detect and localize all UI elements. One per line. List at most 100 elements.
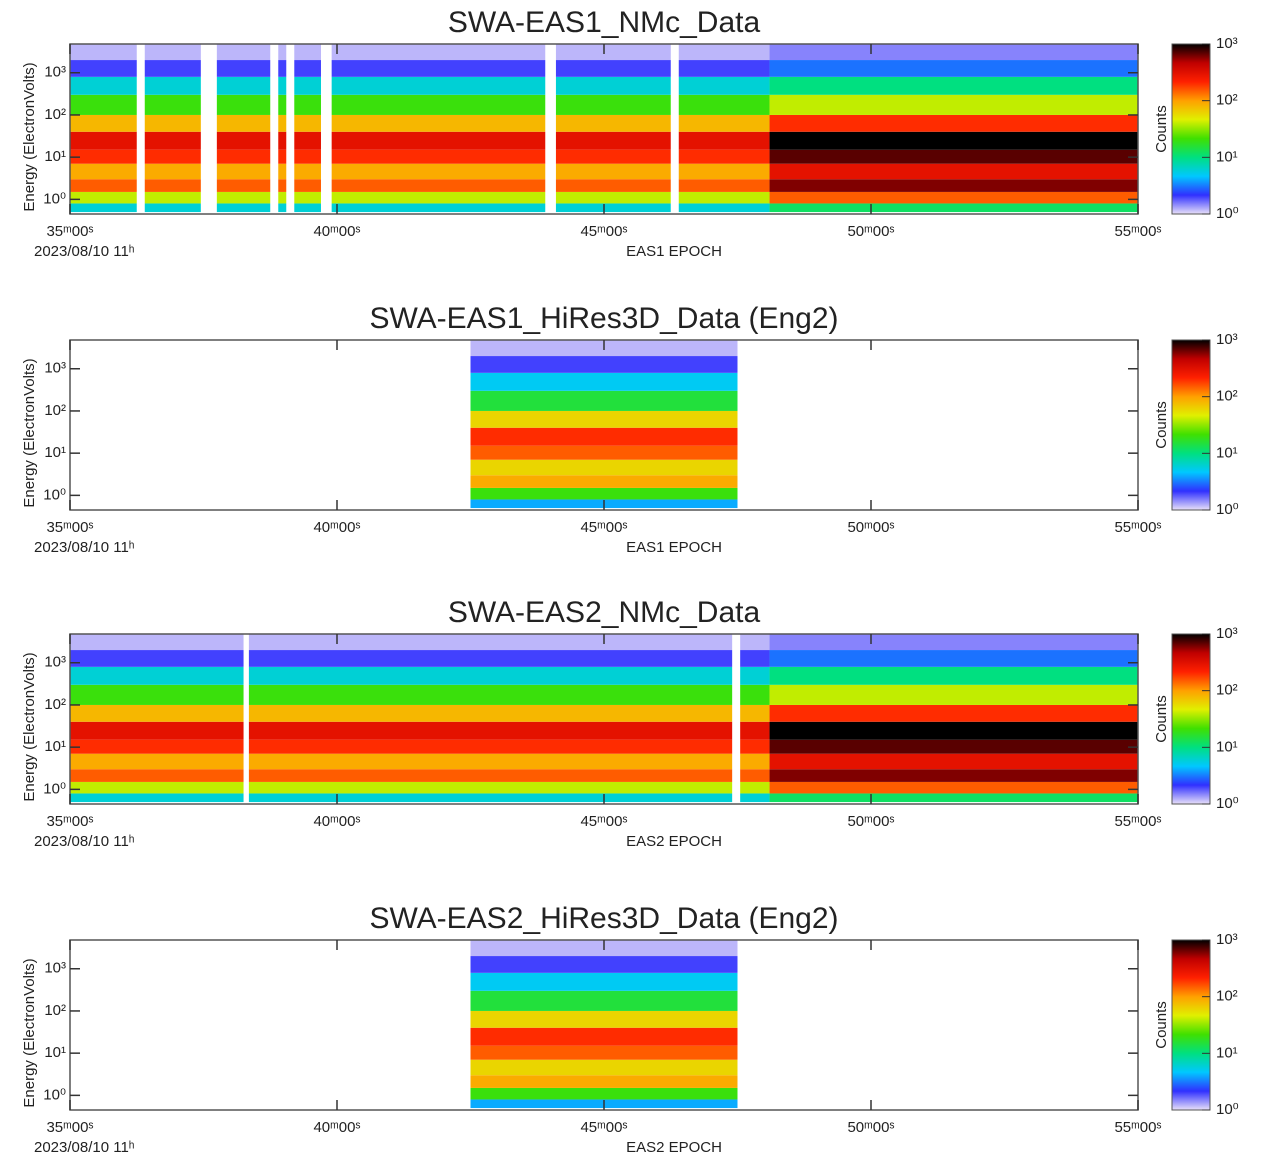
- heat-cell: [769, 721, 1138, 740]
- colorbar-tick-label: 10⁰: [1216, 795, 1239, 812]
- heat-cell: [70, 753, 244, 770]
- y-tick-label: 10¹: [44, 738, 66, 755]
- colorbar-tick-label: 10⁰: [1216, 1101, 1239, 1118]
- heat-cell: [740, 650, 770, 667]
- heat-cell: [470, 356, 738, 373]
- heat-cell: [678, 114, 770, 132]
- heat-cell: [678, 163, 770, 180]
- heat-cell: [70, 650, 244, 667]
- heat-cell: [331, 114, 546, 132]
- heat-cell: [248, 650, 733, 667]
- heat-cell: [740, 793, 770, 803]
- colorbar: [1171, 339, 1211, 511]
- heat-cell: [70, 781, 244, 794]
- colorbar-tick-label: 10²: [1216, 92, 1238, 109]
- heat-cell: [470, 1075, 738, 1088]
- heat-cell: [678, 191, 770, 204]
- heat-cell: [740, 684, 770, 705]
- colorbar-tick-label: 10¹: [1216, 738, 1238, 755]
- heat-cell: [555, 44, 671, 61]
- heat-cell: [470, 1027, 738, 1046]
- x-tick-label: 35ᵐ00ˢ: [46, 813, 93, 830]
- heat-cell: [470, 427, 738, 446]
- colorbar-tick-label: 10³: [1216, 625, 1238, 642]
- heat-cell: [70, 684, 244, 705]
- y-tick-label: 10⁰: [43, 780, 66, 797]
- heat-cell: [740, 739, 770, 754]
- heat-cell: [144, 131, 201, 150]
- heat-cell: [278, 94, 287, 115]
- colorbar-tick-label: 10¹: [1216, 148, 1238, 165]
- heat-cell: [70, 634, 244, 651]
- heat-cell: [278, 149, 287, 164]
- x-tick-label: 35ᵐ00ˢ: [46, 1119, 93, 1136]
- heat-cell: [70, 179, 137, 192]
- heat-cell: [769, 793, 1138, 803]
- x-tick-label: 45ᵐ00ˢ: [580, 223, 627, 240]
- x-axis-label: EAS1 EPOCH: [626, 243, 722, 260]
- y-tick-label: 10²: [44, 696, 66, 713]
- heat-cell: [740, 666, 770, 685]
- heat-cell: [278, 179, 287, 192]
- heat-cell: [294, 131, 321, 150]
- heat-cell: [470, 1087, 738, 1100]
- heat-cell: [278, 114, 287, 132]
- x-axis-label: EAS1 EPOCH: [626, 539, 722, 556]
- heat-cell: [331, 76, 546, 95]
- heat-cell: [248, 721, 733, 740]
- y-tick-label: 10³: [44, 960, 66, 977]
- heat-cell: [248, 769, 733, 782]
- chart-title: SWA-EAS1_HiRes3D_Data (Eng2): [369, 302, 838, 335]
- y-axis-label: Energy (ElectronVolts): [21, 652, 38, 801]
- colorbar-label: Counts: [1153, 401, 1170, 449]
- colorbar-tick-label: 10¹: [1216, 1044, 1238, 1061]
- x-tick-label: 35ᵐ00ˢ: [46, 223, 93, 240]
- heat-cell: [248, 753, 733, 770]
- heat-cell: [294, 114, 321, 132]
- heat-cell: [70, 114, 137, 132]
- heat-cell: [769, 163, 1138, 180]
- y-tick-label: 10³: [44, 654, 66, 671]
- colorbar: [1171, 43, 1211, 215]
- y-tick-label: 10¹: [44, 444, 66, 461]
- heat-cell: [248, 684, 733, 705]
- y-tick-label: 10²: [44, 402, 66, 419]
- heat-cell: [555, 203, 671, 213]
- heat-cell: [70, 76, 137, 95]
- heat-cell: [278, 131, 287, 150]
- heat-cell: [678, 131, 770, 150]
- heat-cell: [769, 634, 1138, 651]
- chart-title: SWA-EAS1_NMc_Data: [448, 6, 761, 39]
- heat-cell: [294, 94, 321, 115]
- heat-cell: [278, 203, 287, 213]
- heat-cell: [278, 76, 287, 95]
- heat-cell: [248, 666, 733, 685]
- heat-cell: [144, 163, 201, 180]
- heat-cell: [331, 191, 546, 204]
- y-tick-label: 10³: [44, 64, 66, 81]
- y-tick-label: 10³: [44, 360, 66, 377]
- y-axis-label: Energy (ElectronVolts): [21, 958, 38, 1107]
- colorbar-label: Counts: [1153, 695, 1170, 743]
- heat-cell: [294, 149, 321, 164]
- heat-cell: [769, 781, 1138, 794]
- heat-cell: [470, 972, 738, 991]
- heat-cell: [470, 1010, 738, 1028]
- heat-cell: [216, 149, 271, 164]
- colorbar-tick-label: 10²: [1216, 988, 1238, 1005]
- x-tick-label: 50ᵐ00ˢ: [847, 223, 894, 240]
- heat-cell: [216, 60, 271, 77]
- heat-cell: [331, 131, 546, 150]
- heat-cell: [769, 60, 1138, 77]
- colorbar-tick-label: 10²: [1216, 388, 1238, 405]
- heat-cell: [70, 721, 244, 740]
- heat-cell: [70, 793, 244, 803]
- heat-cell: [769, 666, 1138, 685]
- heat-cell: [769, 684, 1138, 705]
- heat-cell: [70, 60, 137, 77]
- heat-cell: [294, 163, 321, 180]
- heat-cell: [470, 1059, 738, 1076]
- heat-cell: [555, 94, 671, 115]
- heat-cell: [144, 60, 201, 77]
